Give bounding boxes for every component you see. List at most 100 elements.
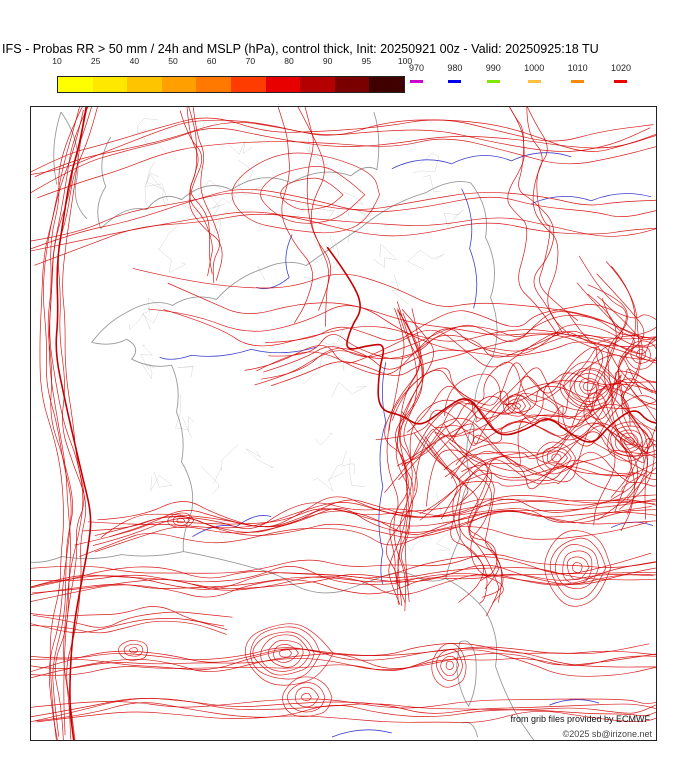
isobar-line xyxy=(440,655,460,677)
isobar-line xyxy=(31,192,656,242)
isobar-line xyxy=(607,421,654,462)
isobar-line xyxy=(57,107,98,740)
isobar-line xyxy=(313,472,345,492)
pressure-value-label: 980 xyxy=(447,63,463,73)
admin-borders-layer xyxy=(129,117,485,552)
isobar-line xyxy=(562,550,593,584)
isobar-line xyxy=(373,243,398,269)
isobar-line xyxy=(136,118,158,134)
colorbar-segment xyxy=(369,77,404,92)
isobar-line xyxy=(326,246,656,443)
probability-tick-labels: 10 25 40 50 60 70 80 90 95 100 xyxy=(52,56,412,67)
isobar-line xyxy=(167,282,656,362)
isobar-line xyxy=(140,344,154,371)
isobar-line xyxy=(132,268,644,338)
isobar-line xyxy=(245,448,274,468)
isobar-line xyxy=(31,567,656,590)
blue-contour-south xyxy=(331,699,600,738)
isobar-line xyxy=(129,647,138,654)
isobar-line xyxy=(636,349,647,360)
isobar-line xyxy=(31,561,656,588)
isobar-line xyxy=(431,642,467,688)
isobar-line xyxy=(212,193,236,209)
isobar-line xyxy=(244,329,656,371)
isobar-line xyxy=(34,702,656,722)
isobar-line xyxy=(410,376,656,463)
isobar-line xyxy=(31,643,650,661)
control-isobar-layer xyxy=(55,107,656,740)
isobar-line xyxy=(37,138,656,199)
isobar-line xyxy=(343,191,364,217)
isobar-line xyxy=(87,495,656,529)
isobar-line xyxy=(201,466,219,496)
isobar-line xyxy=(619,432,639,450)
isobar-line xyxy=(244,623,334,686)
pressure-color-dash xyxy=(410,80,424,83)
isobar-line xyxy=(596,273,649,520)
probability-colorbar xyxy=(57,76,405,93)
isobar-line xyxy=(566,310,616,526)
isobar-line xyxy=(36,710,656,723)
isobar-line xyxy=(391,345,653,421)
colorbar-segment xyxy=(58,77,93,92)
isobar-line xyxy=(507,398,527,414)
page-title: IFS - Probas RR > 50 mm / 24h and MSLP (… xyxy=(2,42,599,56)
isobar-line xyxy=(601,297,635,532)
isobar-line xyxy=(388,346,629,431)
isobar-line xyxy=(331,381,367,398)
coastline-brittany-west xyxy=(91,311,194,552)
isobar-line xyxy=(425,449,656,507)
isobar-line xyxy=(417,411,448,441)
pressure-legend-item: 970 xyxy=(409,63,424,83)
isobar-line xyxy=(39,109,84,740)
isobar-line xyxy=(31,648,656,671)
isobar-line xyxy=(549,537,607,600)
isobar-line xyxy=(49,107,92,740)
isobar-line xyxy=(551,453,562,463)
probability-tick: 50 xyxy=(168,56,178,66)
coastline-wales xyxy=(97,136,112,229)
isobar-line xyxy=(186,107,213,277)
isobar-line xyxy=(144,160,155,205)
isobar-line xyxy=(47,107,83,737)
isobar-line xyxy=(31,211,656,252)
pressure-value-label: 970 xyxy=(409,63,425,73)
isobar-line xyxy=(413,433,488,604)
isobar-line xyxy=(507,107,559,336)
isobar-line xyxy=(265,304,656,344)
isobar-line xyxy=(167,512,195,528)
isobar-line xyxy=(527,107,578,321)
isobar-line xyxy=(547,450,568,466)
isobar-line xyxy=(31,697,656,718)
probability-tick: 80 xyxy=(284,56,294,66)
isobar-line xyxy=(260,634,311,672)
isobar-line xyxy=(435,648,464,681)
isobar-line xyxy=(156,247,186,273)
isobar-line xyxy=(228,140,252,155)
isobar-line xyxy=(282,676,333,718)
isobar-line xyxy=(554,544,599,589)
isobar-line xyxy=(301,692,312,701)
pressure-color-dash xyxy=(448,80,462,83)
isobar-line xyxy=(611,266,656,501)
isobar-line xyxy=(606,261,648,515)
isobar-line xyxy=(176,517,186,524)
isobar-line xyxy=(31,117,654,173)
isobar-line xyxy=(158,204,203,251)
isobar-line xyxy=(384,312,420,602)
isobar-line xyxy=(303,356,345,384)
isobar-line xyxy=(31,119,651,175)
isobar-line xyxy=(597,295,655,510)
isobar-line xyxy=(572,562,583,574)
isobar-line xyxy=(146,174,168,212)
isobar-line xyxy=(526,107,570,335)
isobar-line xyxy=(271,335,656,386)
isobar-line xyxy=(451,395,656,447)
isobar-line xyxy=(182,416,195,432)
isobar-line xyxy=(451,434,656,479)
isobar-line xyxy=(314,432,333,446)
isobar-line xyxy=(32,573,656,595)
isobar-line xyxy=(267,639,304,668)
isobar-line xyxy=(204,508,231,539)
pressure-legend-item: 1000 xyxy=(524,63,544,83)
